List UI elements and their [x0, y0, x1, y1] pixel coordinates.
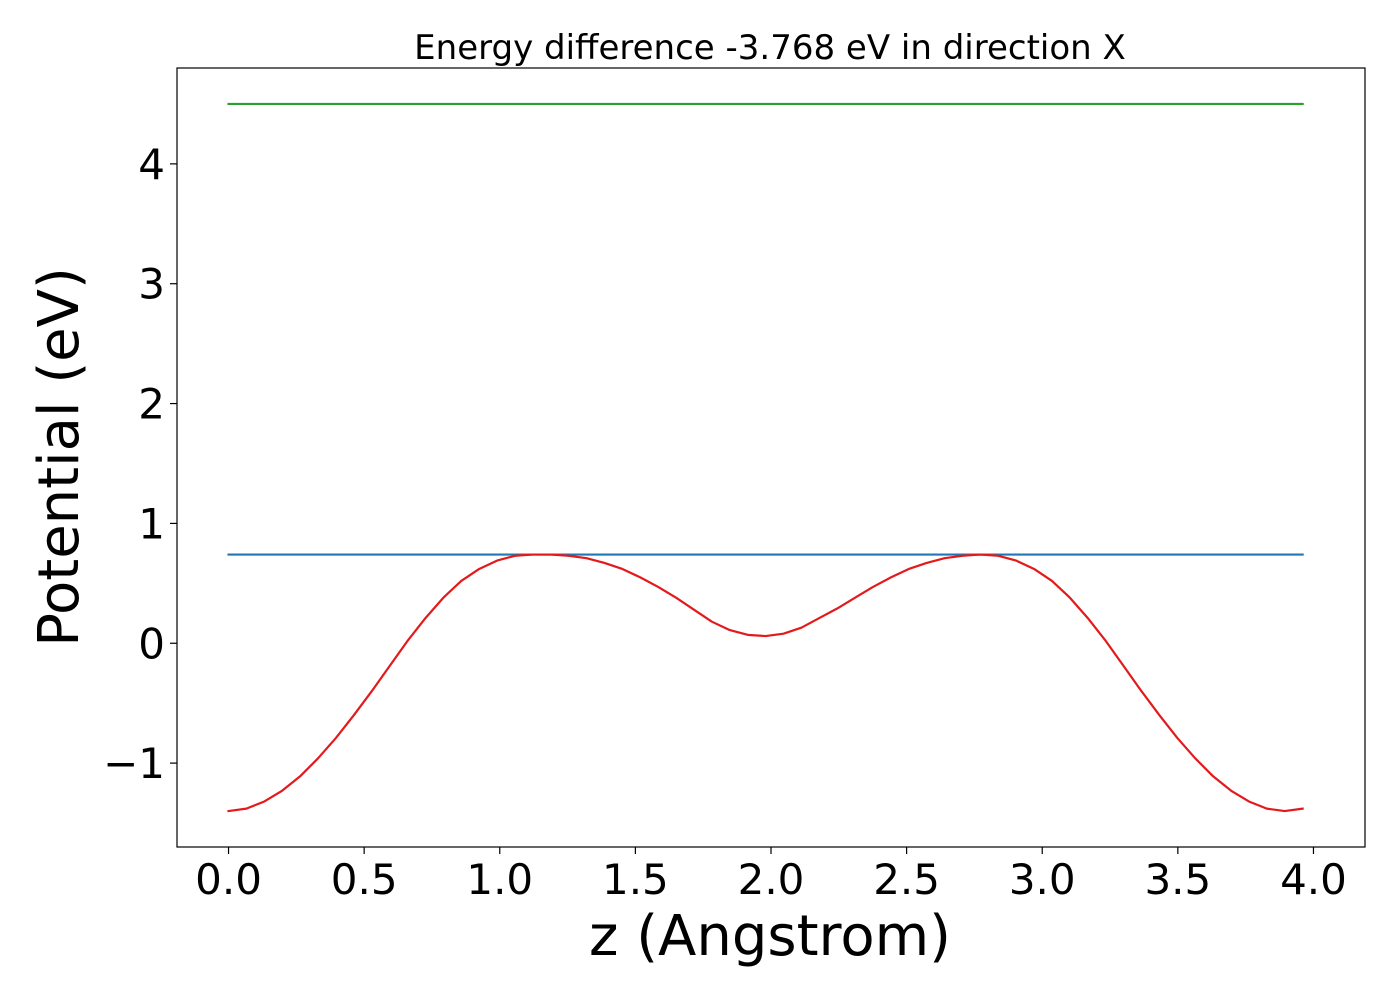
x-tick-label: 0.0: [195, 855, 262, 904]
x-tick-label: 2.0: [738, 855, 805, 904]
x-tick-label: 1.0: [466, 855, 533, 904]
x-tick-label: 3.0: [1009, 855, 1076, 904]
x-tick-label: 2.5: [873, 855, 940, 904]
x-tick-label: 0.5: [331, 855, 398, 904]
plot-area: 0.0 0.5 1.0 1.5 2.0 2.5 3.0 3.5 4.0 −1 0 1 2 3 4: [103, 67, 1366, 904]
y-tick-label: 4: [138, 140, 165, 189]
y-tick-label: 0: [138, 619, 165, 668]
series-line-2: [227, 553, 1304, 813]
x-axis-label: z (Angstrom): [589, 904, 951, 969]
y-tick-label: 1: [138, 499, 165, 548]
x-tick-label: 4.0: [1280, 855, 1347, 904]
y-tick-label: 3: [138, 260, 165, 309]
x-tick-label: 3.5: [1144, 855, 1211, 904]
y-tick-label: −1: [103, 739, 165, 788]
y-tick-label: 2: [138, 380, 165, 429]
chart-title: Energy difference -3.768 eV in direction…: [414, 28, 1126, 68]
y-axis-label: Potential (eV): [27, 267, 92, 647]
x-tick-label: 1.5: [602, 855, 669, 904]
